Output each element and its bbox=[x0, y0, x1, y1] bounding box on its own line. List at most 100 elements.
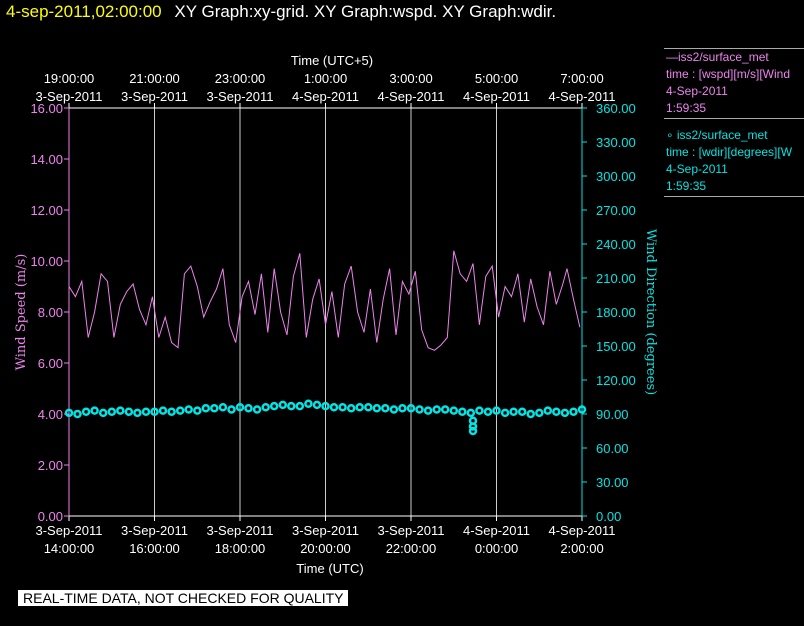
wind-direction-point bbox=[492, 406, 501, 415]
left-tick-label: 8.00 bbox=[38, 305, 63, 320]
wind-direction-point bbox=[304, 399, 313, 409]
legend-wspd-date: 4-Sep-2011 bbox=[666, 84, 728, 98]
wind-direction-point bbox=[543, 406, 553, 415]
top-tick-time: 7:00:00 bbox=[560, 71, 603, 86]
wind-direction-point bbox=[535, 408, 544, 418]
wind-direction-point bbox=[364, 402, 373, 412]
wind-direction-point bbox=[73, 409, 82, 419]
left-tick-label: 10.00 bbox=[30, 254, 63, 269]
bottom-tick-date: 3-Sep-2011 bbox=[121, 523, 188, 538]
top-tick-time: 3:00:00 bbox=[389, 71, 432, 86]
wind-direction-point bbox=[560, 408, 570, 418]
wind-direction-point bbox=[468, 422, 478, 431]
top-tick-date: 3-Sep-2011 bbox=[121, 89, 188, 104]
bottom-tick-date: 3-Sep-2011 bbox=[378, 523, 445, 538]
right-tick-label: 180.00 bbox=[596, 305, 636, 320]
wind-direction-point bbox=[398, 404, 407, 413]
wind-direction-point bbox=[193, 406, 202, 415]
top-tick-date: 4-Sep-2011 bbox=[463, 89, 530, 104]
wind-direction-point bbox=[218, 402, 228, 412]
bottom-tick-time: 14:00:00 bbox=[44, 541, 95, 556]
wind-direction-point bbox=[107, 407, 117, 416]
wind-direction-point bbox=[449, 406, 459, 415]
wind-direction-point bbox=[133, 408, 142, 418]
timestamp: 4-sep-2011,02:00:00 bbox=[6, 2, 162, 21]
wind-direction-point bbox=[210, 404, 219, 413]
wind-direction-point bbox=[483, 407, 493, 416]
wind-direction-point bbox=[124, 407, 134, 416]
bottom-tick-date: 4-Sep-2011 bbox=[549, 523, 616, 538]
wind-direction-point bbox=[244, 404, 253, 413]
wind-direction-point bbox=[227, 405, 236, 414]
wind-direction-point bbox=[423, 406, 433, 415]
bottom-tick-date: 3-Sep-2011 bbox=[207, 523, 274, 538]
right-tick-label: 240.00 bbox=[596, 237, 636, 252]
wind-direction-point bbox=[372, 404, 382, 413]
legend-wdir-source: ∘ iss2/surface_met bbox=[666, 128, 768, 142]
legend: —iss2/surface_met time : [wspd][m/s][Win… bbox=[664, 48, 804, 205]
legend-wspd-desc: time : [wspd][m/s][Wind bbox=[666, 67, 791, 81]
wind-speed-line bbox=[68, 250, 581, 351]
wind-direction-point bbox=[175, 406, 185, 415]
wind-direction-point bbox=[475, 406, 484, 415]
wind-direction-point bbox=[517, 407, 527, 416]
bottom-tick-date: 4-Sep-2011 bbox=[463, 523, 530, 538]
wind-direction-point bbox=[577, 405, 587, 414]
series bbox=[64, 250, 587, 436]
legend-wdir-desc: time : [wdir][degrees][W bbox=[666, 145, 793, 159]
right-tick-label: 210.00 bbox=[596, 271, 636, 286]
top-tick-date: 4-Sep-2011 bbox=[378, 89, 445, 104]
wind-direction-point bbox=[526, 409, 535, 419]
top-axis-title: Time (UTC+5) bbox=[291, 53, 373, 68]
top-tick-date: 4-Sep-2011 bbox=[292, 89, 359, 104]
wind-direction-point bbox=[269, 401, 279, 411]
wind-direction-point bbox=[458, 407, 467, 416]
wind-direction-point bbox=[261, 402, 270, 412]
wind-direction-point bbox=[81, 407, 91, 416]
left-tick-label: 4.00 bbox=[38, 407, 63, 422]
tick-labels: 3-Sep-2011 14:00:00 3-Sep-2011 16:00:00 3-Se… bbox=[30, 71, 635, 556]
wind-direction-point bbox=[389, 405, 399, 414]
top-tick-time: 21:00:00 bbox=[129, 71, 180, 86]
wind-direction-point bbox=[90, 406, 99, 415]
right-tick-label: 0.00 bbox=[596, 509, 621, 524]
wind-direction-point bbox=[201, 404, 211, 413]
wind-direction-point bbox=[312, 400, 322, 410]
bottom-tick-date: 3-Sep-2011 bbox=[292, 523, 359, 538]
top-tick-time: 23:00:00 bbox=[215, 71, 266, 86]
wind-direction-point bbox=[150, 407, 159, 416]
wind-direction-point bbox=[141, 407, 151, 416]
legend-wdir-date: 4-Sep-2011 bbox=[666, 162, 728, 176]
wind-direction-point bbox=[415, 405, 424, 414]
right-axis-title: Wind Direction (degrees) bbox=[643, 229, 658, 395]
left-axis-title: Wind Speed (m/s) bbox=[14, 254, 29, 371]
left-tick-label: 0.00 bbox=[38, 509, 63, 524]
wind-direction-point bbox=[329, 402, 339, 412]
wind-direction-point bbox=[98, 408, 108, 418]
wind-direction-point bbox=[440, 405, 450, 414]
wind-direction-point bbox=[381, 404, 390, 413]
wind-direction-point bbox=[184, 405, 193, 414]
wind-direction-point bbox=[338, 402, 347, 412]
right-tick-label: 30.00 bbox=[596, 475, 629, 490]
wind-direction-point bbox=[346, 404, 356, 413]
right-tick-label: 360.00 bbox=[596, 101, 636, 116]
top-tick-date: 3-Sep-2011 bbox=[207, 89, 274, 104]
quality-notice: REAL-TIME DATA, NOT CHECKED FOR QUALITY bbox=[18, 590, 349, 606]
right-tick-label: 120.00 bbox=[596, 373, 636, 388]
legend-wspd-source: —iss2/surface_met bbox=[666, 50, 769, 64]
bottom-tick-time: 16:00:00 bbox=[129, 541, 180, 556]
bottom-tick-time: 20:00:00 bbox=[300, 541, 351, 556]
wind-direction-point bbox=[278, 400, 288, 410]
right-tick-label: 60.00 bbox=[596, 441, 629, 456]
left-tick-label: 6.00 bbox=[38, 356, 63, 371]
wind-direction-point bbox=[158, 406, 168, 415]
bottom-tick-time: 18:00:00 bbox=[215, 541, 266, 556]
wind-direction-point bbox=[355, 402, 364, 412]
right-tick-label: 270.00 bbox=[596, 203, 636, 218]
wind-direction-point bbox=[466, 408, 476, 418]
graph-list: XY Graph:xy-grid. XY Graph:wspd. XY Grap… bbox=[174, 2, 557, 21]
wind-direction-point bbox=[235, 402, 245, 412]
left-tick-label: 14.00 bbox=[30, 152, 63, 167]
